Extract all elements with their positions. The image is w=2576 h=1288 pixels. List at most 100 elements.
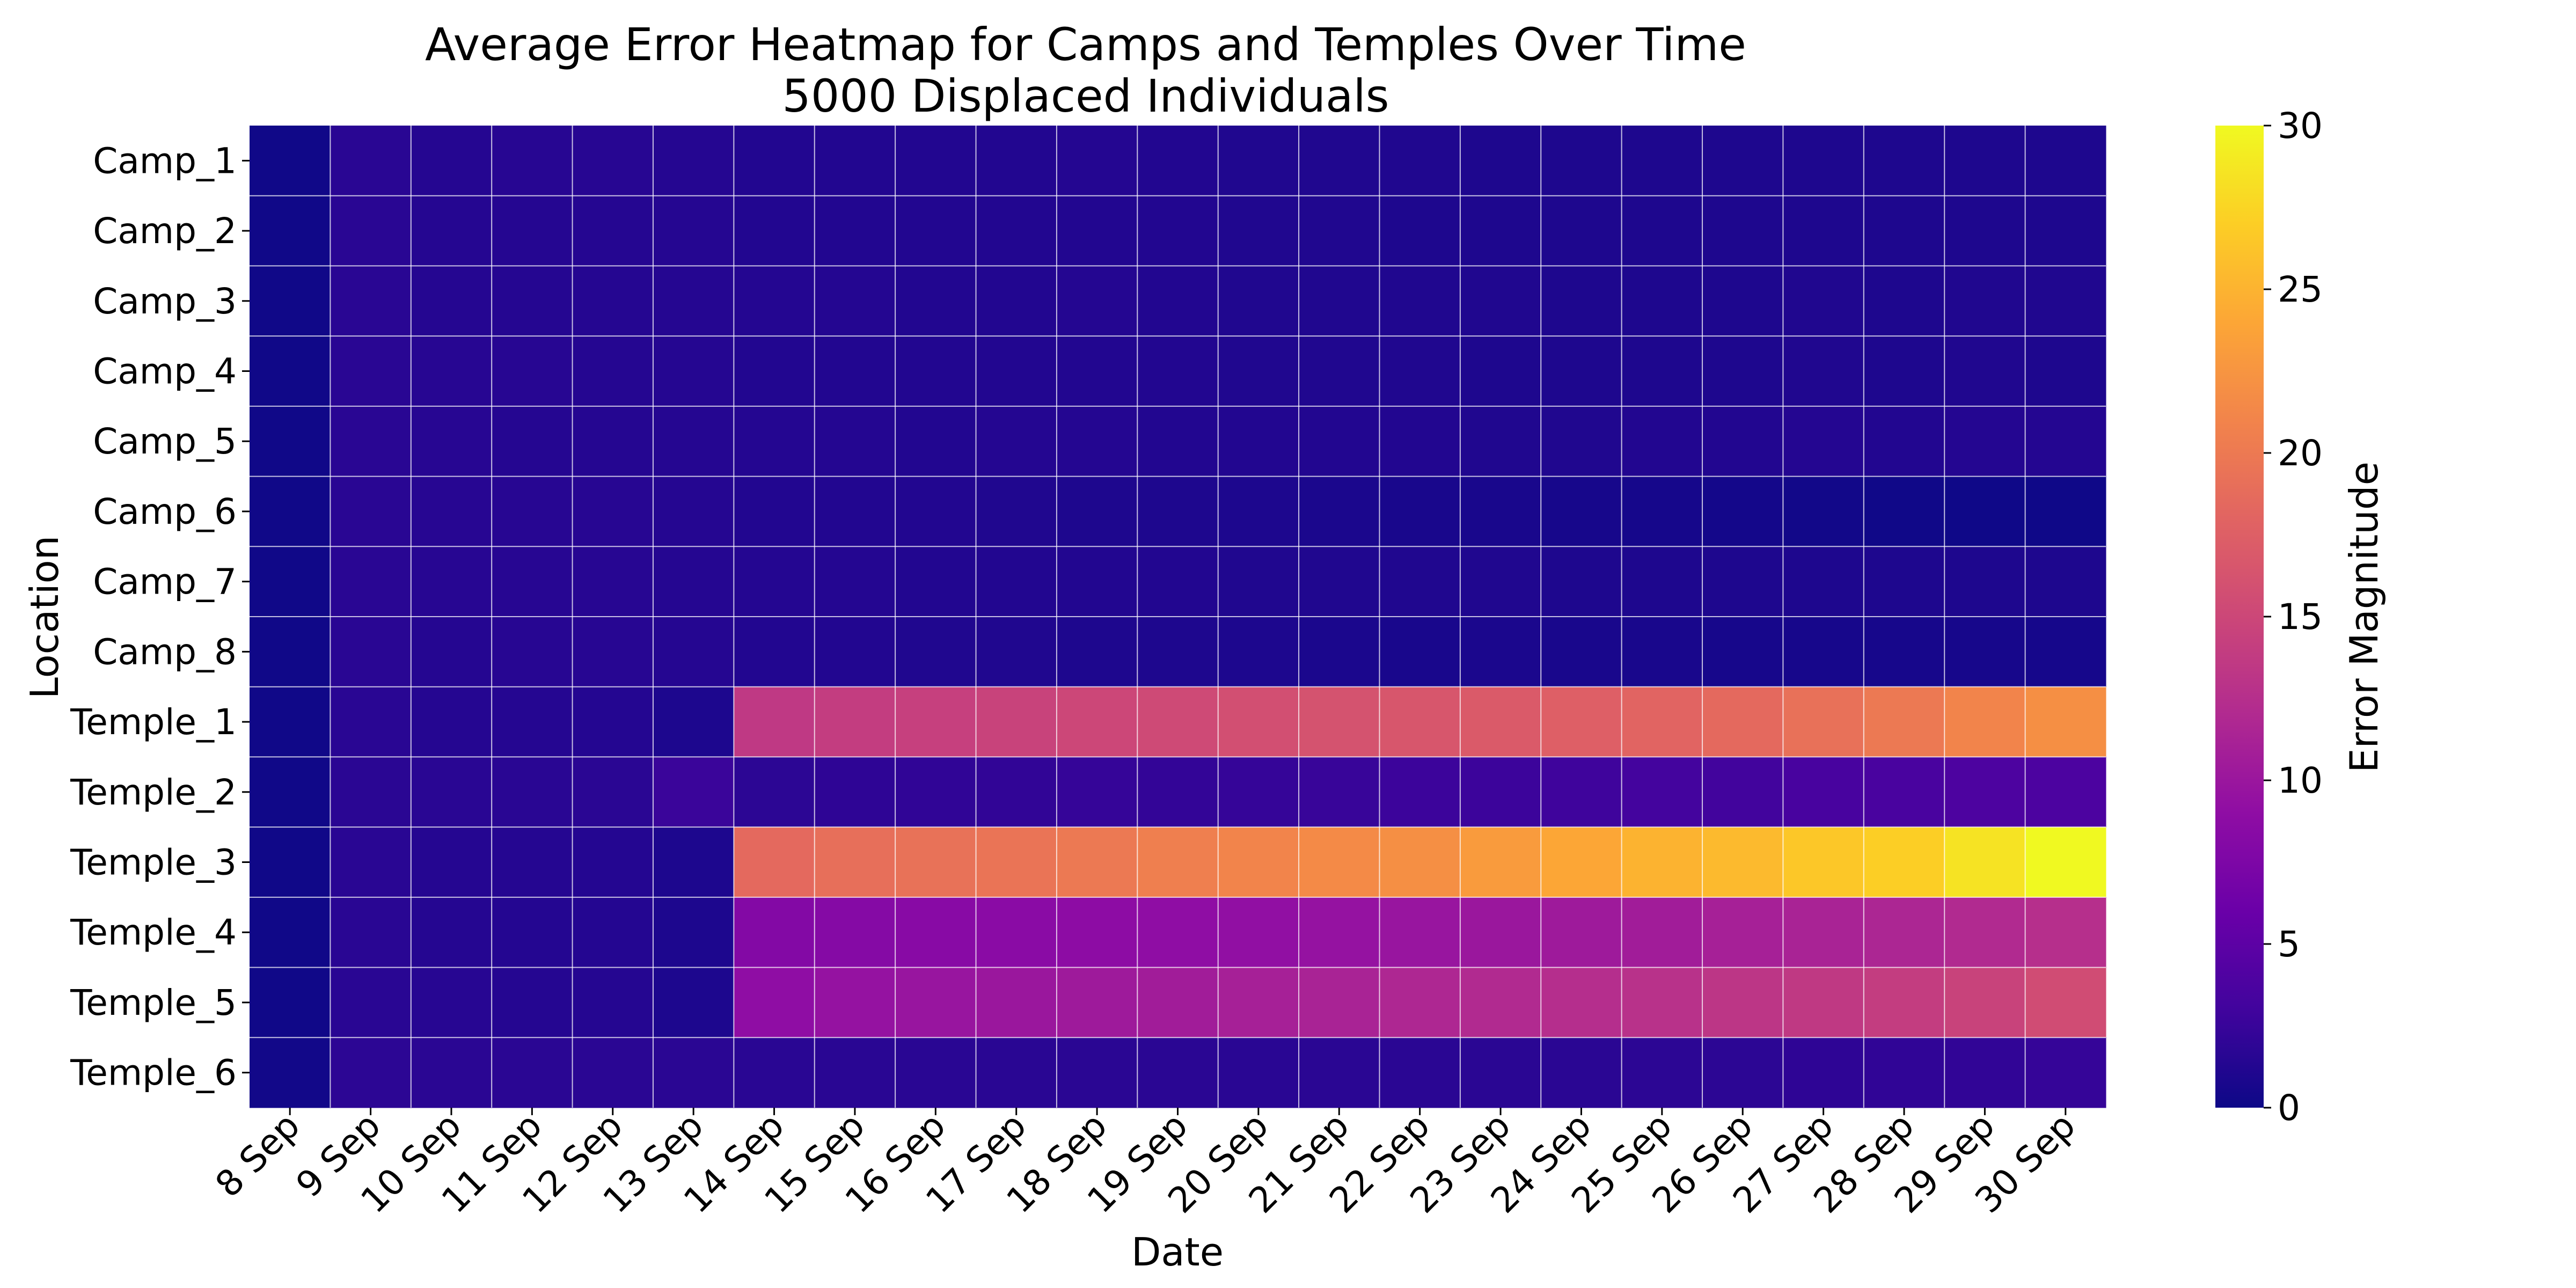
heatmap-cell [1621,757,1703,828]
heatmap-cell [1379,617,1461,687]
heatmap-cell [2025,686,2106,757]
heatmap-cell [734,476,815,547]
heatmap-cell [1056,827,1138,898]
heatmap-cell [1621,546,1703,617]
heatmap-cell [492,195,573,266]
colorbar: 0 5 10 15 20 25 30 [2215,105,2323,1129]
heatmap-cell [1621,827,1703,898]
heatmap-cell [1056,266,1138,336]
heatmap-cell [572,336,654,407]
heatmap-cell [411,476,492,547]
heatmap-cell [895,617,977,687]
heatmap-cell [814,546,896,617]
heatmap-cell [1299,897,1380,968]
heatmap-cell [1460,336,1541,407]
heatmap-cell [1702,336,1783,407]
heatmap-cell [1379,1037,1461,1108]
heatmap-cell [1863,827,1945,898]
y-tick-label: Temple_5 [70,982,237,1023]
heatmap-cell [250,476,331,547]
heatmap-cell [1944,1037,2026,1108]
heatmap-cell [330,967,412,1038]
heatmap-cell [250,266,331,336]
heatmap-cell [814,476,896,547]
heatmap-cell [653,126,734,196]
heatmap-cell [814,827,896,898]
heatmap-cell [330,617,412,687]
heatmap-cell [814,686,896,757]
heatmap-cell [1863,1037,1945,1108]
heatmap-cell [734,827,815,898]
heatmap-cell [1621,897,1703,968]
heatmap-cell [492,476,573,547]
heatmap-cell [1379,195,1461,266]
heatmap-cell [2025,757,2106,828]
heatmap-cell [1621,967,1703,1038]
heatmap-cell [1702,195,1783,266]
heatmap-cell [1460,126,1541,196]
heatmap-cell [492,897,573,968]
heatmap-cell [1299,195,1380,266]
heatmap-cell [1218,827,1299,898]
heatmap-cell [1702,126,1783,196]
heatmap-cell [1056,967,1138,1038]
heatmap-cell [814,1037,896,1108]
heatmap-cell [2025,476,2106,547]
heatmap-cell [330,686,412,757]
y-tick-label: Temple_2 [70,772,237,813]
x-tick-label: 8 Sep [208,1105,308,1205]
heatmap-cell [572,546,654,617]
heatmap-cell [1863,897,1945,968]
colorbar-tick-label: 25 [2278,269,2323,310]
heatmap-cell [734,266,815,336]
chart-title: Average Error Heatmap for Camps and Temp… [425,18,1746,71]
heatmap-cell [1621,476,1703,547]
heatmap-cell [653,476,734,547]
heatmap-cell [1379,476,1461,547]
heatmap-cell [330,126,412,196]
heatmap-cell [1379,126,1461,196]
colorbar-tick-label: 15 [2278,596,2323,638]
y-tick-label: Camp_6 [93,491,237,532]
heatmap-cell [653,546,734,617]
heatmap-cell [330,476,412,547]
heatmap-cell [1299,827,1380,898]
heatmap-cell [976,266,1057,336]
heatmap-cell [734,126,815,196]
heatmap-cell [1379,686,1461,757]
heatmap-cell [1944,195,2026,266]
heatmap-cell [1379,336,1461,407]
heatmap-cell [1702,1037,1783,1108]
heatmap-cell [1379,827,1461,898]
heatmap-cell [1783,476,1864,547]
heatmap-cell [895,406,977,477]
heatmap-cell [1702,757,1783,828]
heatmap-cell [976,827,1057,898]
heatmap-cell [1702,406,1783,477]
heatmap-cell [653,195,734,266]
heatmap-cell [814,336,896,407]
heatmap-cell [734,617,815,687]
heatmap-cell [250,1037,331,1108]
heatmap-cell [492,266,573,336]
heatmap-cell [1460,967,1541,1038]
heatmap-cell [1137,476,1219,547]
heatmap-cell [1218,126,1299,196]
heatmap-cell [976,546,1057,617]
heatmap-cell [1783,406,1864,477]
heatmap-cell [572,686,654,757]
heatmap-cell [1299,967,1380,1038]
heatmap-cell [1137,827,1219,898]
heatmap-cell [734,967,815,1038]
heatmap-cell [1702,617,1783,687]
heatmap-cell [492,617,573,687]
heatmap-cell [411,126,492,196]
heatmap-cell [1944,757,2026,828]
heatmap-cell [411,967,492,1038]
heatmap-cell [1137,195,1219,266]
heatmap-cell [1621,406,1703,477]
heatmap-cell [653,336,734,407]
heatmap-cell [1299,686,1380,757]
heatmap-cell [1460,686,1541,757]
